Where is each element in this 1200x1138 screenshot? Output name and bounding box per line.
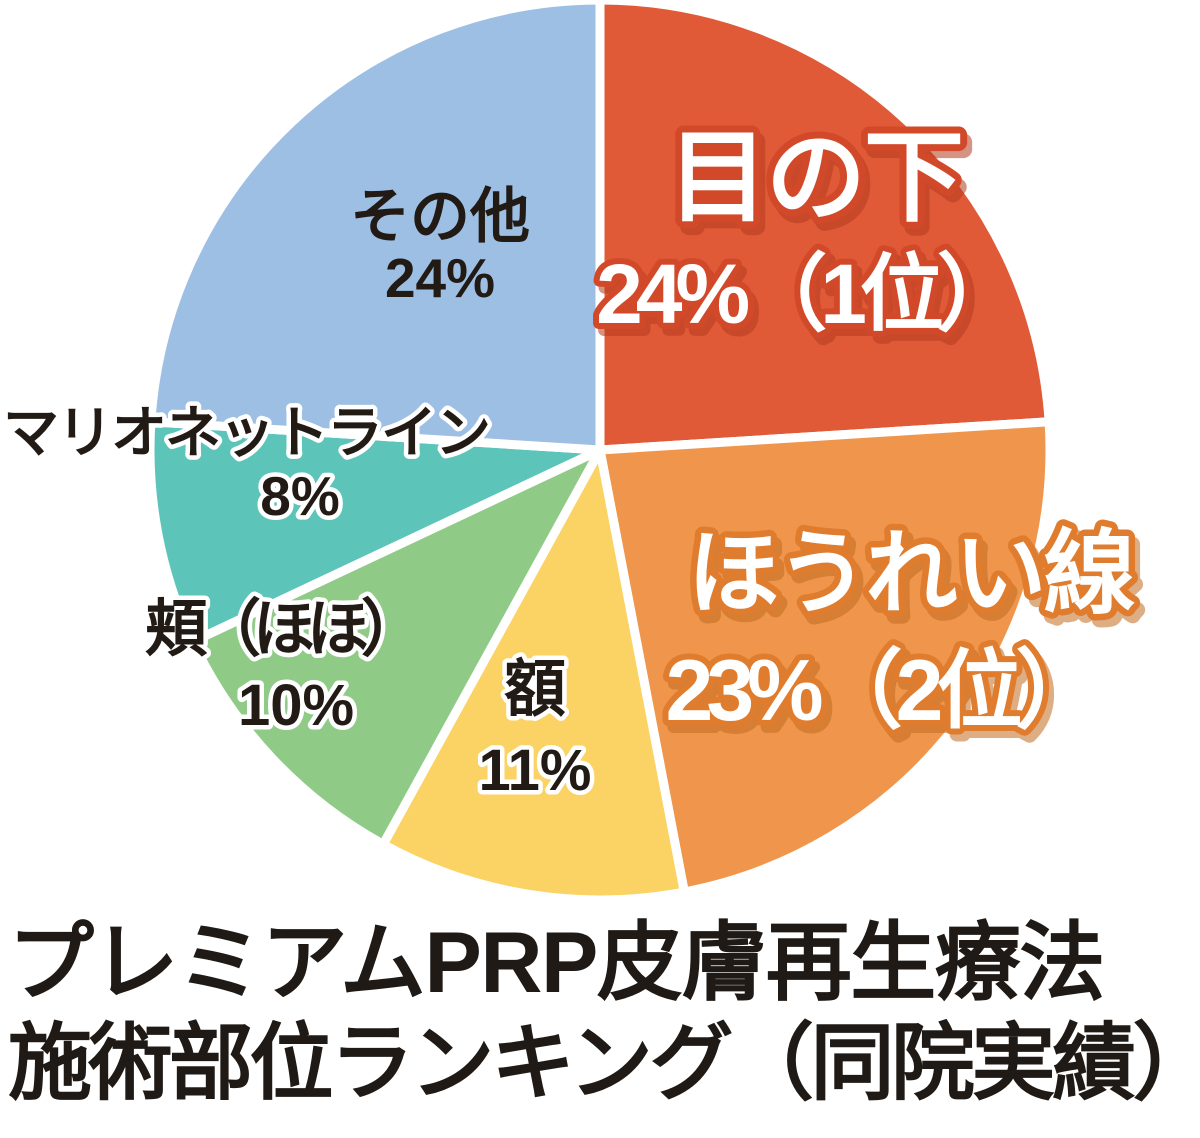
svg-text:11%: 11% bbox=[479, 738, 592, 803]
svg-text:8%: 8% bbox=[260, 465, 340, 527]
svg-text:目の下: 目の下 bbox=[668, 122, 962, 234]
svg-text:マリオネットライン: マリオネットライン bbox=[3, 401, 489, 464]
svg-text:23%（2位）: 23%（2位） bbox=[666, 643, 1095, 739]
svg-text:ほうれい線: ほうれい線 bbox=[687, 523, 1135, 625]
svg-text:24%: 24% bbox=[385, 247, 495, 309]
svg-text:施術部位ランキング（同院実績）: 施術部位ランキング（同院実績） bbox=[8, 1016, 1200, 1110]
svg-text:24%（1位）: 24%（1位） bbox=[596, 247, 1014, 341]
svg-text:額: 額 bbox=[504, 655, 566, 724]
svg-text:プレミアムPRP皮膚再生療法: プレミアムPRP皮膚再生療法 bbox=[8, 915, 1104, 1011]
svg-text:10%: 10% bbox=[238, 673, 354, 738]
svg-text:頬（ほほ）: 頬（ほほ） bbox=[145, 594, 415, 664]
svg-text:その他: その他 bbox=[350, 183, 530, 250]
